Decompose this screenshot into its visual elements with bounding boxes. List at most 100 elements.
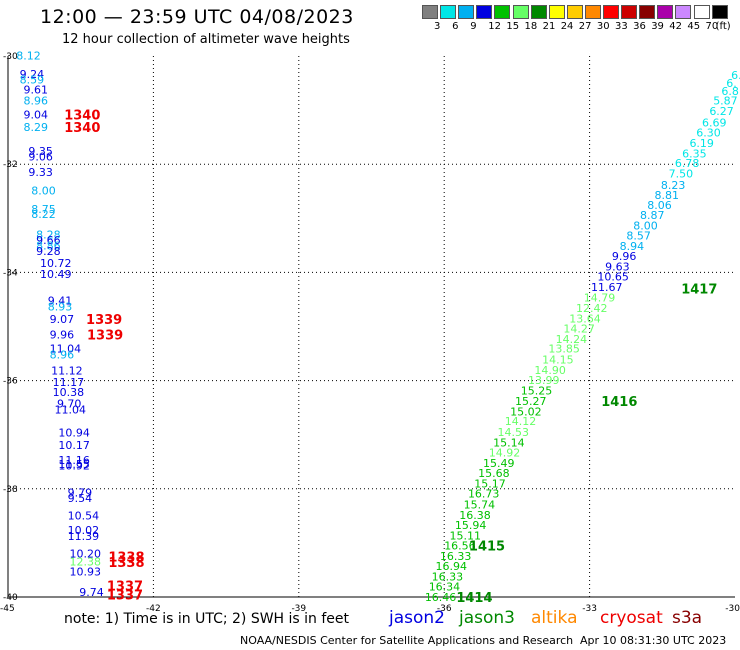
swh-value-label: 10.02 <box>68 524 100 537</box>
swh-value-label: 10.38 <box>53 386 85 399</box>
scale-label: 12 <box>488 21 502 32</box>
swh-value-label: 9.41 <box>48 295 73 308</box>
swh-value-label: 8.94 <box>620 240 645 253</box>
y-tick-label: -40 <box>3 593 18 603</box>
swh-value-label: 8.75 <box>31 203 56 216</box>
pass-time-label: 1415 <box>469 540 505 555</box>
chart-title: 12:00 — 23:59 UTC 04/08/2023 <box>40 6 354 28</box>
swh-value-label: 9.35 <box>28 145 53 158</box>
scale-label: (ft) <box>715 21 731 32</box>
swh-value-label: 13.99 <box>528 374 560 387</box>
x-tick-label: -33 <box>582 604 597 614</box>
scale-label: 30 <box>596 21 610 32</box>
y-tick-label: -34 <box>3 268 18 278</box>
swh-value-label: 9.96 <box>50 329 75 342</box>
swh-value-label: 6.27 <box>709 105 734 118</box>
swh-value-label: 16.38 <box>459 509 491 522</box>
swh-value-label: 9.63 <box>605 260 630 273</box>
scale-label: 24 <box>560 21 574 32</box>
scale-swatch <box>458 5 475 19</box>
swh-value-label: 11.67 <box>591 281 623 294</box>
pass-time-label: 1416 <box>601 395 637 410</box>
y-tick-label: -38 <box>3 485 18 495</box>
swh-value-label: 15.49 <box>483 457 515 470</box>
swh-value-label: 9.28 <box>36 245 61 258</box>
swh-value-label: 14.24 <box>556 333 588 346</box>
swh-value-label: 8.23 <box>661 179 686 192</box>
pass-time-label: 1338 <box>108 550 144 565</box>
pass-time-label: 1340 <box>64 121 100 136</box>
swh-value-label: 8.81 <box>655 189 680 202</box>
scale-label: 42 <box>669 21 683 32</box>
swh-value-label: 6. <box>731 69 740 82</box>
swh-value-label: 15.94 <box>455 519 487 532</box>
pass-time-label: 1339 <box>87 329 123 344</box>
scale-swatch <box>584 5 601 19</box>
swh-value-label: 16.94 <box>435 560 467 573</box>
scale-label: 6 <box>452 21 459 32</box>
swh-value-label: 6.30 <box>696 126 721 139</box>
legend-jason2: jason2 <box>389 608 445 628</box>
pass-time-label: 1414 <box>456 591 492 606</box>
swh-value-label: 13.64 <box>569 312 601 325</box>
scale-swatch <box>476 5 493 19</box>
swh-value-label: 10.17 <box>58 439 90 452</box>
footer-timestamp: Apr 10 08:31:30 UTC 2023 <box>580 634 727 647</box>
swh-value-label: 9.74 <box>79 586 104 599</box>
swh-value-label: 11.12 <box>51 364 82 377</box>
swh-value-label: 8.00 <box>31 185 56 198</box>
swh-value-label: 9.96 <box>612 250 637 263</box>
swh-value-label: 12.42 <box>576 302 608 315</box>
swh-value-label: 10.93 <box>70 566 102 579</box>
swh-value-label: 16.34 <box>429 581 461 594</box>
swh-value-label: 14.53 <box>498 426 529 439</box>
swh-value-label: 14.92 <box>489 447 520 460</box>
swh-value-label: 15.17 <box>474 477 506 490</box>
swh-value-label: 15.14 <box>493 436 525 449</box>
pass-time-label: 1340 <box>64 108 100 123</box>
swh-value-label: 14.12 <box>505 415 537 428</box>
scale-swatch <box>440 5 457 19</box>
swh-value-label: 10.94 <box>58 427 90 440</box>
swh-value-label: 8.22 <box>31 208 56 221</box>
x-tick-label: -30 <box>725 604 740 614</box>
swh-value-label: 10.92 <box>58 460 90 473</box>
scale-swatch <box>675 5 692 19</box>
pass-time-label: 1339 <box>86 313 122 328</box>
swh-value-label: 6.35 <box>682 147 707 160</box>
swh-value-label: 16.56 <box>444 540 476 553</box>
swh-value-label: 8.96 <box>24 94 48 107</box>
swh-value-label: 9.66 <box>36 234 61 247</box>
swh-value-label: 11.17 <box>53 376 85 389</box>
scale-swatch <box>422 5 438 19</box>
swh-value-label: 8.29 <box>24 121 48 134</box>
swh-value-label: 15.27 <box>515 395 547 408</box>
swh-value-label: 6. <box>726 77 737 90</box>
swh-value-label: 8.12 <box>16 49 41 62</box>
x-tick-label: -36 <box>437 604 452 614</box>
scale-swatch <box>530 5 547 19</box>
swh-value-label: 10.49 <box>40 268 72 281</box>
swh-value-label: 10.72 <box>40 257 72 270</box>
legend-s3a: s3a <box>672 608 703 628</box>
swh-value-label: 11.55 <box>58 458 90 471</box>
swh-value-label: 8.96 <box>50 349 75 362</box>
swh-value-label: 7.50 <box>669 167 694 180</box>
swh-value-label: 13.85 <box>548 343 580 356</box>
scale-swatch <box>494 5 511 19</box>
swh-value-label: 14.15 <box>542 354 574 367</box>
swh-value-label: 12.38 <box>70 555 102 568</box>
swh-value-label: 15.68 <box>478 467 510 480</box>
swh-value-label: 8.00 <box>633 219 658 232</box>
scale-label: 33 <box>615 21 628 32</box>
scale-label: 36 <box>633 21 646 32</box>
y-tick-label: -36 <box>3 377 18 387</box>
swh-value-label: 9.24 <box>20 68 45 81</box>
scale-swatch <box>512 5 529 19</box>
pass-time-label: 1338 <box>108 556 144 571</box>
swh-value-label: 16.33 <box>440 550 472 563</box>
swh-value-label: 6.78 <box>675 157 700 170</box>
swh-value-label: 8.86 <box>36 239 61 252</box>
legend-jason3: jason3 <box>459 608 515 628</box>
pass-time-label: 1417 <box>681 283 717 298</box>
